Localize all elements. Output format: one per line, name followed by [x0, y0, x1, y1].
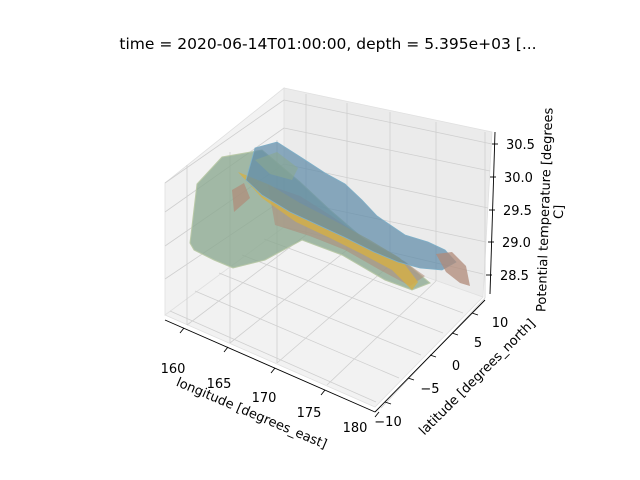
surfaces [189, 141, 470, 291]
x-tick-marks [179, 327, 380, 418]
surface-red-tail [436, 252, 470, 286]
surface-green-front [255, 152, 298, 180]
x-tick-label: 170 [252, 391, 277, 406]
z-tick-label: 28.5 [500, 269, 529, 284]
gridlines [164, 94, 493, 409]
y-tick-labels: 10 5 0 −5 −10 [374, 316, 508, 430]
surface-brown-patch [232, 183, 250, 212]
y-tick-label: −10 [374, 415, 401, 430]
x-tick-label: 175 [297, 406, 322, 421]
y-tick-marks [384, 312, 479, 405]
z-tick-labels: 30.5 30.0 29.5 29.0 28.5 [500, 138, 535, 284]
z-tick-marks [486, 143, 498, 276]
z-tick-label: 30.0 [504, 171, 533, 186]
axis-lines [164, 131, 496, 413]
y-tick-label: −5 [420, 382, 439, 397]
y-tick-label: 0 [452, 359, 460, 374]
x-tick-label: 180 [343, 421, 368, 436]
x-tick-labels: 160 165 170 175 180 [161, 362, 368, 436]
z-axis-label-line2: C] [552, 205, 567, 220]
chart-title: time = 2020-06-14T01:00:00, depth = 5.39… [119, 35, 536, 53]
x-tick-label: 160 [161, 362, 186, 377]
z-tick-label: 29.5 [503, 204, 532, 219]
y-tick-label: 10 [492, 316, 509, 331]
z-tick-label: 30.5 [506, 138, 535, 153]
z-tick-label: 29.0 [502, 236, 531, 251]
z-axis-label-line1: Potential temperature [degrees [534, 107, 556, 312]
x-tick-label: 165 [207, 377, 232, 392]
y-tick-label: 5 [474, 336, 482, 351]
